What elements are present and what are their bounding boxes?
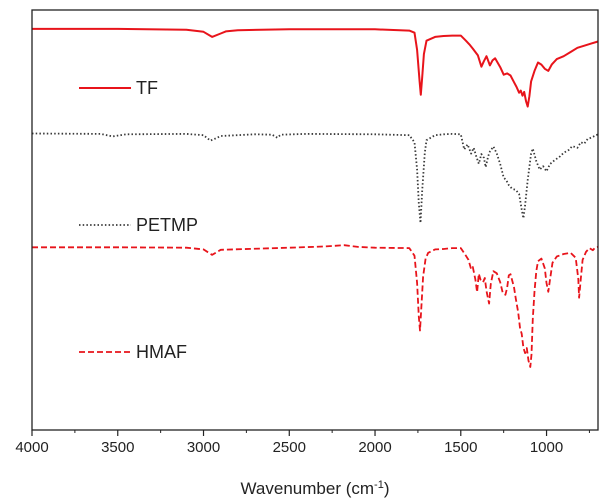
plot-frame bbox=[31, 9, 599, 431]
x-axis: 4000 3500 3000 2500 2000 1500 1000 bbox=[15, 430, 590, 456]
x-axis-title-close: ) bbox=[384, 479, 390, 498]
x-axis-title-superscript: -1 bbox=[374, 479, 384, 491]
legend-label-hmaf: HMAF bbox=[136, 342, 187, 362]
x-tick-label: 4000 bbox=[15, 439, 48, 456]
x-tick-label: 2000 bbox=[358, 439, 391, 456]
series-line-petmp bbox=[31, 132, 599, 224]
legend: TF PETMP HMAF bbox=[79, 78, 198, 362]
legend-label-tf: TF bbox=[136, 78, 158, 98]
x-tick-label: 1000 bbox=[530, 439, 563, 456]
x-tick-label: 3000 bbox=[187, 439, 220, 456]
legend-label-petmp: PETMP bbox=[136, 215, 198, 235]
series-line-tf bbox=[32, 27, 599, 108]
x-tick-label: 2500 bbox=[273, 439, 306, 456]
x-tick-label: 1500 bbox=[444, 439, 477, 456]
x-axis-title-main: Wavenumber (cm bbox=[241, 479, 375, 498]
x-axis-title: Wavenumber (cm-1) bbox=[241, 479, 390, 498]
series-layer bbox=[31, 27, 599, 368]
x-tick-label: 3500 bbox=[101, 439, 134, 456]
series-line-hmaf bbox=[32, 244, 599, 368]
